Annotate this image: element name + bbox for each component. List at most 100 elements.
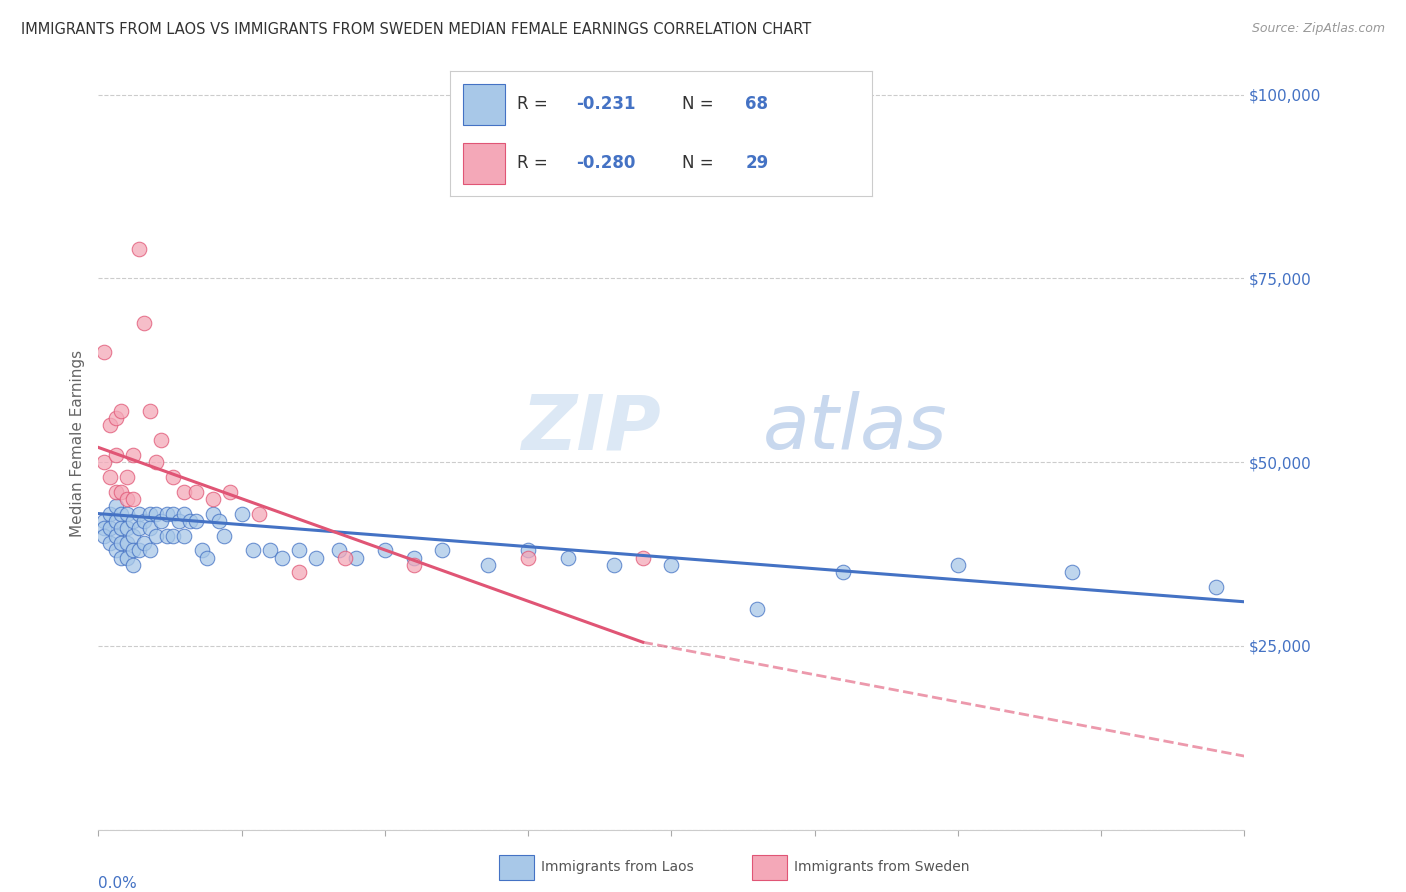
Point: [179, 514, 201, 528]
Point: [202, 491, 225, 506]
Point: [162, 507, 184, 521]
Point: [173, 528, 195, 542]
Text: atlas: atlas: [763, 392, 948, 466]
Point: [156, 507, 179, 521]
Point: [156, 528, 179, 542]
Point: [98, 418, 121, 433]
Point: [145, 507, 167, 521]
Point: [139, 521, 162, 535]
Bar: [752, 855, 787, 880]
Point: [557, 550, 579, 565]
Point: [93, 455, 115, 469]
Point: [242, 543, 264, 558]
Point: [110, 536, 132, 550]
Point: [128, 507, 150, 521]
Point: [208, 514, 231, 528]
Point: [477, 558, 499, 572]
Point: [104, 528, 127, 542]
Text: R =: R =: [517, 95, 554, 113]
Point: [128, 543, 150, 558]
Point: [104, 448, 127, 462]
Point: [134, 316, 156, 330]
Point: [270, 550, 292, 565]
Text: N =: N =: [682, 95, 718, 113]
Point: [631, 550, 654, 565]
Text: 0.0%: 0.0%: [98, 876, 138, 891]
Point: [231, 507, 253, 521]
Point: [110, 484, 132, 499]
Point: [104, 411, 127, 425]
Bar: [499, 855, 534, 880]
Point: [219, 484, 242, 499]
Point: [430, 543, 453, 558]
Text: -0.280: -0.280: [576, 154, 636, 172]
Point: [121, 543, 143, 558]
Point: [374, 543, 396, 558]
Point: [93, 521, 115, 535]
Point: [98, 521, 121, 535]
Point: [110, 521, 132, 535]
Text: 68: 68: [745, 95, 768, 113]
Point: [93, 514, 115, 528]
Point: [247, 507, 270, 521]
Point: [195, 550, 218, 565]
Point: [288, 566, 311, 580]
Point: [259, 543, 281, 558]
Point: [832, 566, 855, 580]
Point: [115, 491, 138, 506]
Point: [121, 528, 143, 542]
Point: [139, 403, 162, 417]
Point: [121, 558, 143, 572]
Point: [162, 528, 184, 542]
Point: [167, 514, 190, 528]
Point: [110, 550, 132, 565]
Point: [115, 550, 138, 565]
Point: [344, 550, 367, 565]
Point: [139, 507, 162, 521]
Point: [305, 550, 328, 565]
Point: [173, 484, 195, 499]
Point: [104, 514, 127, 528]
Point: [1205, 580, 1227, 594]
Text: IMMIGRANTS FROM LAOS VS IMMIGRANTS FROM SWEDEN MEDIAN FEMALE EARNINGS CORRELATIO: IMMIGRANTS FROM LAOS VS IMMIGRANTS FROM …: [21, 22, 811, 37]
Point: [115, 470, 138, 484]
Point: [134, 536, 156, 550]
Text: Immigrants from Sweden: Immigrants from Sweden: [794, 861, 970, 874]
Bar: [463, 143, 505, 184]
Point: [202, 507, 225, 521]
Point: [184, 484, 207, 499]
Point: [946, 558, 969, 572]
Point: [661, 558, 683, 572]
Text: N =: N =: [682, 154, 718, 172]
Point: [110, 403, 132, 417]
Text: 29: 29: [745, 154, 769, 172]
Point: [121, 514, 143, 528]
Point: [214, 528, 236, 542]
Point: [139, 543, 162, 558]
Point: [115, 507, 138, 521]
Text: R =: R =: [517, 154, 554, 172]
Point: [333, 550, 356, 565]
Point: [110, 507, 132, 521]
Point: [184, 514, 207, 528]
Point: [190, 543, 212, 558]
Point: [93, 345, 115, 359]
Point: [121, 491, 143, 506]
Point: [1062, 566, 1084, 580]
Point: [173, 507, 195, 521]
Point: [145, 455, 167, 469]
Text: -0.231: -0.231: [576, 95, 636, 113]
Point: [115, 536, 138, 550]
Point: [150, 433, 173, 447]
Point: [134, 514, 156, 528]
Point: [288, 543, 311, 558]
Point: [115, 521, 138, 535]
Point: [402, 558, 425, 572]
Point: [98, 536, 121, 550]
Point: [128, 521, 150, 535]
Text: Immigrants from Laos: Immigrants from Laos: [541, 861, 695, 874]
Text: ZIP: ZIP: [523, 392, 662, 466]
Point: [104, 500, 127, 514]
Point: [162, 470, 184, 484]
Point: [517, 543, 540, 558]
